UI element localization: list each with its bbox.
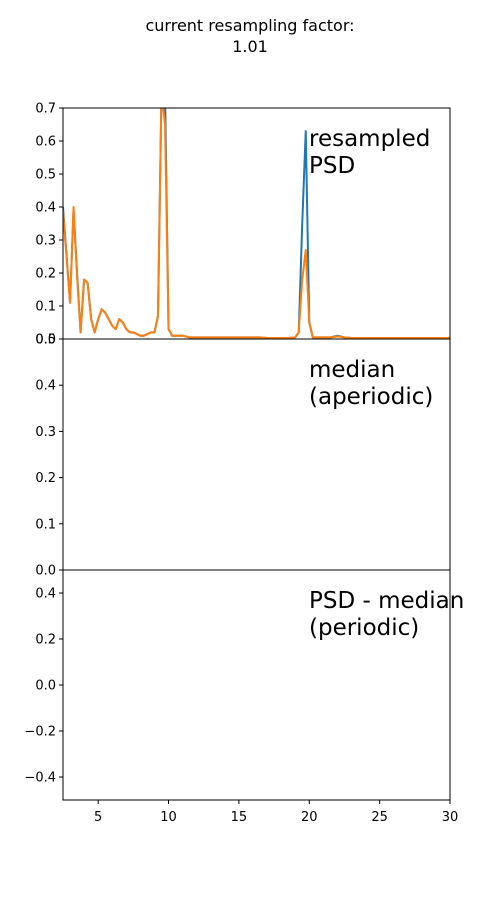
- y-tick-label: 0.2: [35, 471, 56, 486]
- y-tick-label: 0.5: [35, 168, 56, 183]
- y-tick-label: 0.5: [35, 333, 56, 348]
- y-tick-label: 0.3: [35, 234, 56, 249]
- x-tick-label: 10: [160, 810, 177, 825]
- panel-bottom: −0.4 −0.2 0.0 0.2 0.4 5 10 15 20 25 30 PSD - median…: [24, 569, 464, 825]
- panel-annotation-line2: PSD: [309, 153, 355, 179]
- panel-annotation-line2: (periodic): [309, 615, 419, 641]
- y-tick-label: −0.2: [24, 725, 56, 740]
- x-tick-label: 5: [94, 810, 102, 825]
- y-tick-label: 0.0: [35, 564, 56, 579]
- panel-annotation-line1: median: [309, 357, 395, 383]
- y-tick-label: 0.7: [35, 102, 56, 117]
- x-tick-label: 30: [442, 810, 459, 825]
- x-tick-label: 15: [231, 810, 248, 825]
- panel-annotation-line1: resampled: [309, 126, 430, 152]
- y-tick-label: 0.6: [35, 135, 56, 150]
- x-tick-label: 25: [371, 810, 388, 825]
- y-tick-label: 0.2: [35, 267, 56, 282]
- y-tick-label: 0.0: [35, 333, 56, 348]
- x-tick-label: 20: [301, 810, 318, 825]
- y-tick-label: 0.1: [35, 517, 56, 532]
- y-tick-label: −0.4: [24, 771, 56, 786]
- y-tick-label: 0.0: [35, 679, 56, 694]
- y-tick-label: 0.1: [35, 300, 56, 315]
- y-tick-label: 0.4: [35, 379, 56, 394]
- y-tick-label: 0.3: [35, 425, 56, 440]
- panel-middle: 0.0 0.1 0.2 0.3 0.4 0.5 median(aperiodic): [35, 333, 451, 579]
- y-tick-label: 0.4: [35, 201, 56, 216]
- y-tick-label: 0.2: [35, 633, 56, 648]
- y-tick-label: 0.4: [35, 587, 56, 602]
- figure-title-line2: 1.01: [232, 37, 268, 56]
- series-line-2: [63, 108, 450, 339]
- panel-annotation-line1: PSD - median: [309, 588, 464, 614]
- figure-title-line1: current resampling factor:: [145, 16, 355, 35]
- panel-annotation-line2: (aperiodic): [309, 384, 433, 410]
